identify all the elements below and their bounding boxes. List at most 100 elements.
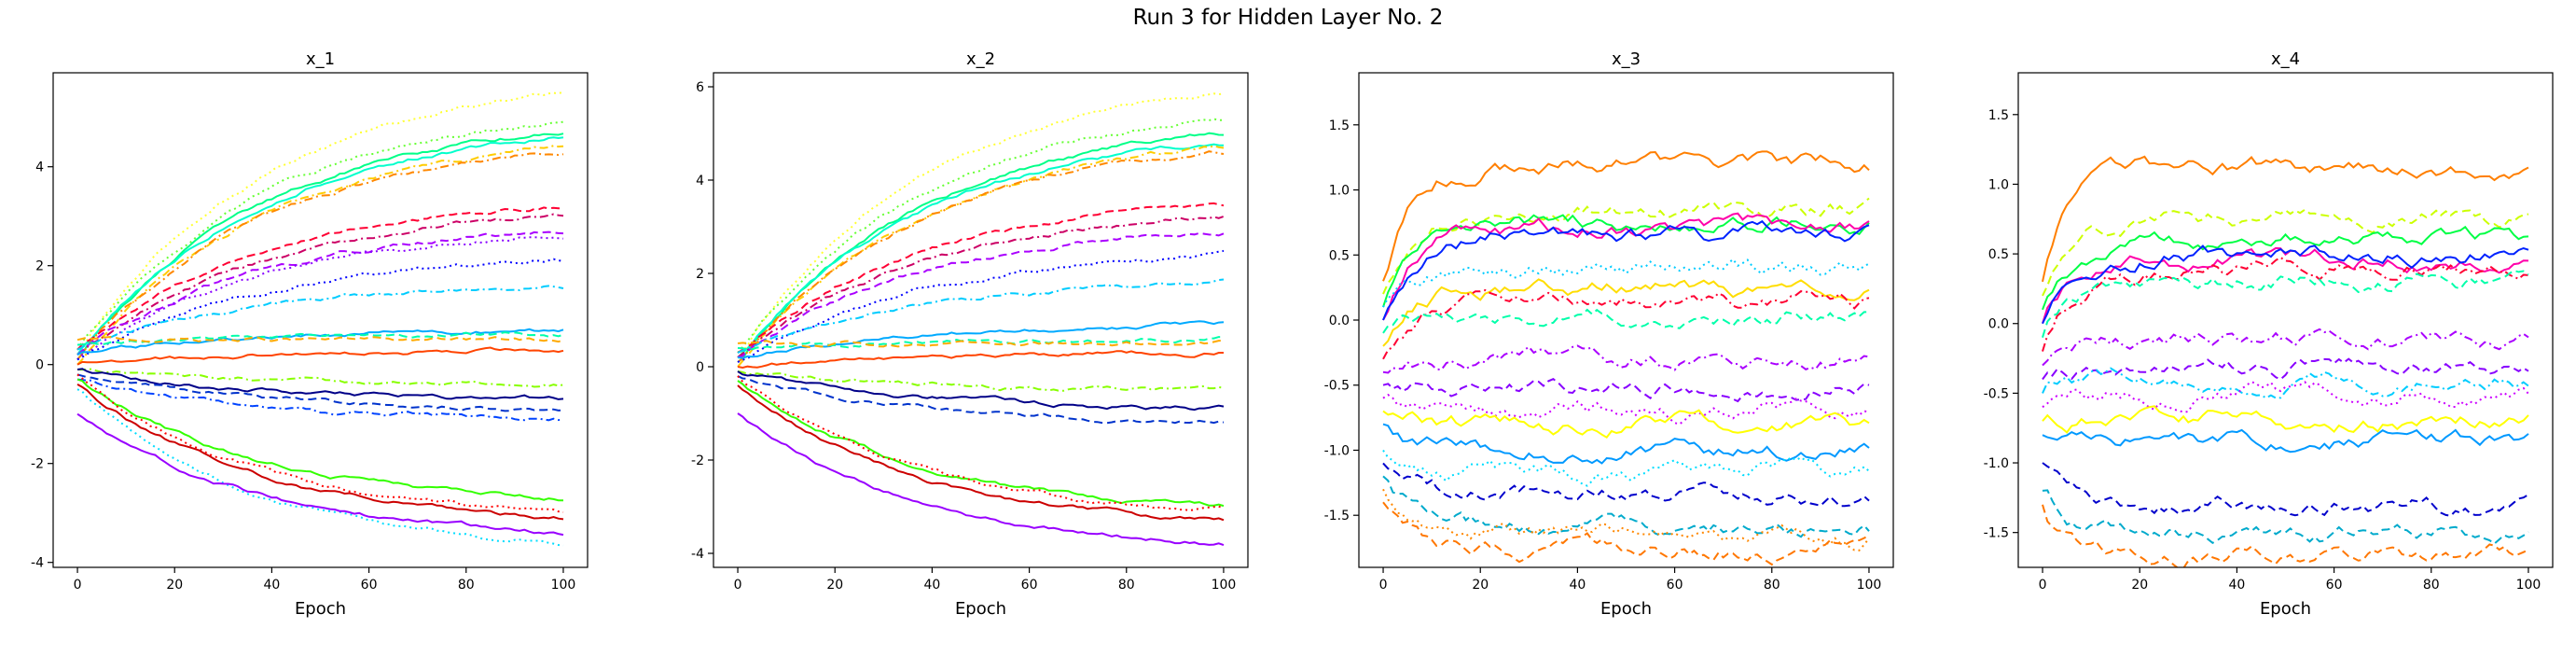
y-tick-label: 0.5	[1329, 248, 1350, 263]
series-line	[737, 92, 1225, 358]
series-line	[76, 133, 564, 361]
x-axis-label: Epoch	[295, 599, 346, 619]
x-tick-label: 60	[1667, 578, 1683, 593]
x-tick-label: 40	[263, 578, 280, 593]
series-line	[737, 202, 1225, 354]
series-line	[2042, 357, 2529, 381]
y-tick-label: 1.5	[1988, 108, 2009, 123]
series-line	[76, 378, 564, 422]
y-tick-label: 0.0	[1329, 314, 1350, 328]
x-tick-label: 100	[551, 578, 576, 593]
y-tick-label: 0	[35, 358, 44, 373]
series-group	[2042, 155, 2529, 567]
x-tick-label: 0	[2039, 578, 2047, 593]
series-line	[76, 213, 564, 356]
x-tick-label: 0	[74, 578, 82, 593]
series-line	[76, 136, 564, 356]
series-line	[76, 412, 564, 537]
plot-frame	[713, 72, 1249, 568]
series-line	[737, 375, 1225, 512]
series-line	[1382, 308, 1870, 334]
series-line	[76, 230, 564, 356]
series-line	[2042, 244, 2529, 325]
x-tick-label: 100	[1857, 578, 1882, 593]
series-line	[76, 388, 564, 547]
series-line	[737, 231, 1225, 358]
series-line	[737, 375, 1225, 425]
series-line	[1382, 278, 1870, 347]
y-tick-label: -1.0	[1984, 456, 2009, 471]
series-line	[737, 249, 1225, 363]
series-group	[737, 92, 1225, 547]
series-line	[1382, 409, 1870, 440]
series-line	[76, 373, 564, 412]
series-line	[737, 380, 1225, 508]
series-line	[2042, 489, 2529, 545]
series-line	[737, 118, 1224, 354]
series-line	[1382, 212, 1870, 321]
series-line	[2042, 208, 2529, 297]
series-line	[76, 368, 564, 400]
series-line	[737, 278, 1225, 354]
series-line	[737, 340, 1225, 349]
subplot-title: x_3	[1612, 49, 1641, 69]
y-tick-label: -0.5	[1324, 379, 1350, 394]
series-line	[2042, 504, 2529, 567]
x-axis-label: Epoch	[1600, 599, 1652, 619]
series-line	[76, 378, 563, 502]
series-line	[737, 370, 1225, 412]
subplot-1: x_1 0 20 40 60 80 100 -4 -2 0 2 4 Epoch	[31, 49, 589, 619]
x-tick-label: 40	[2228, 578, 2245, 593]
subplot-title: x_4	[2271, 49, 2300, 69]
series-line	[2042, 428, 2529, 454]
y-tick-label: 1.5	[1329, 119, 1350, 133]
series-line	[1382, 423, 1870, 465]
series-line	[1382, 219, 1870, 321]
series-line	[737, 412, 1225, 547]
series-line	[76, 331, 564, 346]
y-tick-label: -1.5	[1324, 509, 1350, 523]
x-tick-label: 0	[734, 578, 742, 593]
x-tick-label: 100	[1212, 578, 1237, 593]
series-line	[76, 368, 564, 388]
series-line	[737, 336, 1225, 351]
y-tick-label: 4	[35, 161, 44, 175]
series-line	[1382, 475, 1870, 538]
series-line	[1382, 462, 1870, 508]
figure: Run 3 for Hidden Layer No. 2 x_1 0 20 40 60 8…	[31, 6, 2554, 619]
y-tick-label: 1.0	[1329, 184, 1350, 199]
series-line	[76, 236, 564, 361]
subplot-title: x_2	[966, 49, 995, 69]
series-line	[1382, 378, 1870, 403]
series-line	[1382, 288, 1870, 360]
series-line	[737, 150, 1225, 363]
series-line	[2042, 269, 2529, 338]
series-line	[76, 328, 564, 356]
y-tick-label: -1.0	[1324, 443, 1350, 458]
x-tick-label: 40	[923, 578, 940, 593]
x-tick-label: 80	[458, 578, 475, 593]
series-line	[1382, 393, 1870, 426]
x-tick-label: 100	[2516, 578, 2541, 593]
series-line	[2042, 328, 2529, 367]
y-tick-label: -4	[691, 547, 704, 562]
subplot-2: x_2 0 20 40 60 80 100 -4 -2 0 2 4 6 Epoch	[691, 49, 1249, 619]
plot-frame	[52, 72, 589, 568]
series-line	[737, 350, 1224, 370]
series-line	[1382, 197, 1870, 295]
x-tick-label: 20	[166, 578, 183, 593]
series-line	[2042, 405, 2529, 434]
series-group	[76, 91, 564, 547]
y-tick-label: -0.5	[1984, 386, 2009, 401]
series-line	[76, 206, 564, 351]
series-line	[76, 145, 564, 366]
x-tick-label: 60	[361, 578, 378, 593]
series-line	[76, 258, 564, 361]
y-tick-label: 6	[696, 80, 704, 95]
series-line	[76, 335, 564, 343]
series-line	[737, 145, 1225, 368]
x-axis-label: Epoch	[955, 599, 1006, 619]
series-line	[1382, 214, 1870, 308]
series-line	[76, 285, 564, 351]
x-tick-label: 80	[1118, 578, 1135, 593]
